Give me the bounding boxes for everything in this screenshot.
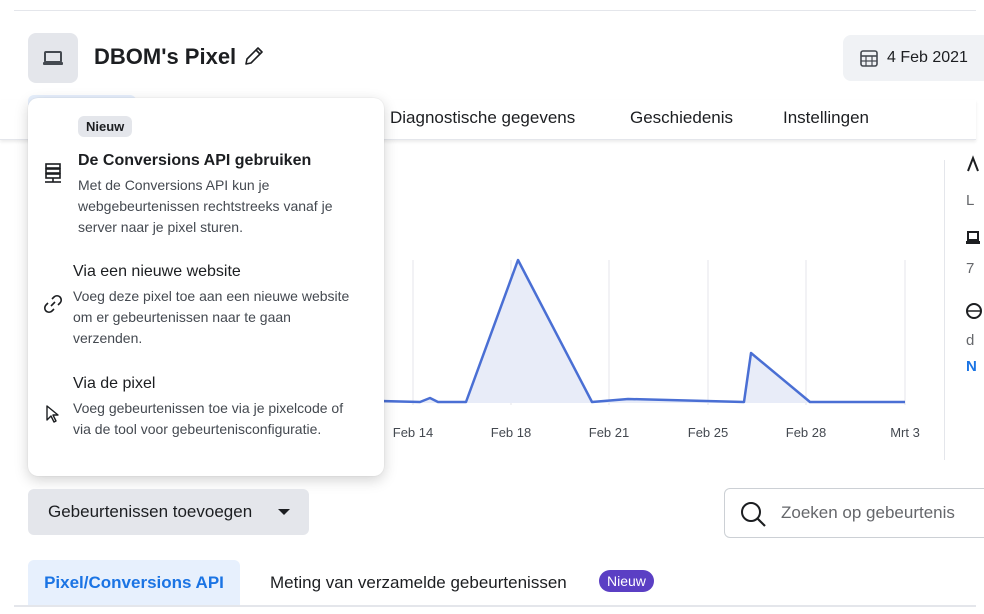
date-range-label: 4 Feb 2021 [887,49,968,66]
date-range-button[interactable]: 4 Feb 2021 [843,35,984,81]
menu-item-via-pixel[interactable]: Via de pixel Voeg gebeurtenissen toe via… [28,373,384,468]
tab-settings[interactable]: Instellingen [783,108,870,127]
subtab-aggregated-event-measurement[interactable]: Meting van verzamelde gebeurtenissen [270,573,567,592]
x-tick-label: Feb 25 [688,425,728,440]
series-area [380,260,905,403]
laptop-icon [966,231,980,244]
sidebar-fragment-text: L [966,192,975,209]
x-tick-label: Mrt 3 [890,425,920,440]
add-events-button[interactable]: Gebeurtenissen toevoegen [28,489,309,535]
server-icon [45,163,61,183]
menu-item-title: Via de pixel [73,375,156,392]
subtab-pixel-conversions-api[interactable]: Pixel/Conversions API [28,560,240,606]
bottom-divider [14,605,976,607]
menu-item-title: Via een nieuwe website [73,263,241,280]
top-divider [14,10,976,11]
new-badge: Nieuw [78,116,133,137]
pencil-icon[interactable] [242,44,266,68]
sidebar-fragment-icon [966,155,980,177]
search-icon [741,502,766,527]
source-subtabs: Pixel/Conversions API Meting van verzame… [0,558,984,614]
page-title: DBOM's Pixel [94,44,237,69]
caret-down-icon [278,509,290,515]
series-line [380,258,905,404]
add-events-label: Gebeurtenissen toevoegen [48,502,253,521]
x-tick-label: Feb 18 [491,425,531,440]
laptop-icon [43,51,63,65]
x-axis-ticks: Feb 14 Feb 18 Feb 21 Feb 25 Feb 28 Mrt 3 [393,425,920,440]
sidebar-divider [944,160,945,460]
sidebar-fragment-text: 7 [966,260,975,277]
x-tick-label: Feb 21 [589,425,629,440]
x-tick-label: Feb 14 [393,425,433,440]
sidebar-fragment-text: d [966,332,975,349]
x-tick-label: Feb 28 [786,425,826,440]
menu-item-new-website[interactable]: Via een nieuwe website Voeg deze pixel t… [28,261,384,356]
cursor-icon [46,405,59,423]
pulse-icon [967,155,979,172]
menu-item-description: Met de Conversions API kun je webgebeurt… [78,177,333,235]
tab-diagnostics[interactable]: Diagnostische gegevens [390,108,576,127]
menu-item-title: De Conversions API gebruiken [78,152,312,169]
event-search-input[interactable]: Zoeken op gebeurtenis [724,488,984,538]
new-badge: Nieuw [599,570,654,592]
menu-item-conversions-api[interactable]: De Conversions API gebruiken Met de Conv… [28,148,384,243]
menu-item-description: Voeg deze pixel toe aan een nieuwe websi… [73,288,350,346]
sidebar-fragment-icon [966,302,982,324]
add-source-dropdown: Nieuw De Conversions API gebruiken Met d… [28,98,384,476]
link-icon [43,294,63,314]
sidebar-fragment-link[interactable]: N [966,358,977,375]
menu-item-description: Voeg gebeurtenissen toe via je pixelcode… [73,400,344,437]
pixel-icon-box [28,33,78,83]
search-placeholder: Zoeken op gebeurtenis [781,503,955,522]
calendar-icon [860,50,878,67]
tab-history[interactable]: Geschiedenis [630,108,734,127]
globe-icon [966,303,982,319]
sidebar-fragment-icon [966,230,980,250]
events-chart: Feb 14 Feb 18 Feb 21 Feb 25 Feb 28 Mrt 3 [380,258,920,440]
